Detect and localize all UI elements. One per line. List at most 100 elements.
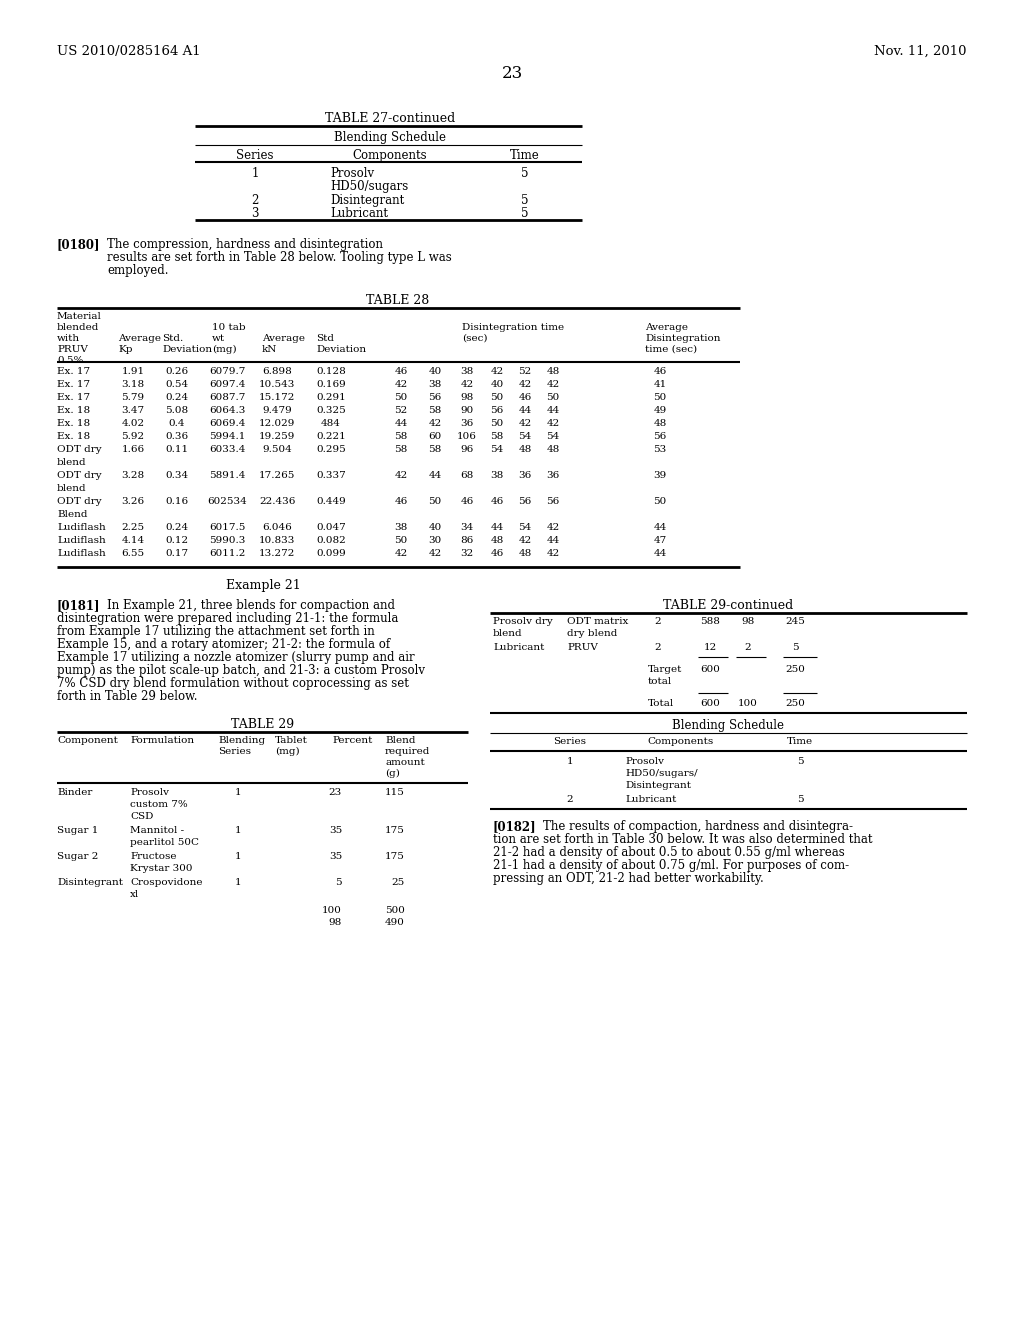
Text: 6087.7: 6087.7 [209,393,245,403]
Text: The results of compaction, hardness and disintegra-: The results of compaction, hardness and … [543,820,853,833]
Text: amount: amount [385,758,425,767]
Text: 60: 60 [428,432,441,441]
Text: 600: 600 [700,665,720,675]
Text: In Example 21, three blends for compaction and: In Example 21, three blends for compacti… [106,599,395,612]
Text: Krystar 300: Krystar 300 [130,865,193,873]
Text: Lubricant: Lubricant [330,207,388,220]
Text: Time: Time [510,149,540,162]
Text: 0.337: 0.337 [316,471,346,480]
Text: 42: 42 [547,549,560,558]
Text: results are set forth in Table 28 below. Tooling type L was: results are set forth in Table 28 below.… [106,251,452,264]
Text: Prosolv: Prosolv [130,788,169,797]
Text: 39: 39 [653,471,667,480]
Text: 484: 484 [322,418,341,428]
Text: 86: 86 [461,536,474,545]
Text: HD50/sugars/: HD50/sugars/ [625,770,697,777]
Text: 40: 40 [490,380,504,389]
Text: 12: 12 [703,643,717,652]
Text: 42: 42 [547,380,560,389]
Text: [0181]: [0181] [57,599,100,612]
Text: 0.5%: 0.5% [57,356,83,366]
Text: employed.: employed. [106,264,169,277]
Text: (sec): (sec) [462,334,487,343]
Text: Ex. 18: Ex. 18 [57,407,90,414]
Text: 42: 42 [461,380,474,389]
Text: 54: 54 [490,445,504,454]
Text: 50: 50 [653,393,667,403]
Text: 58: 58 [490,432,504,441]
Text: Std.: Std. [162,334,183,343]
Text: 44: 44 [653,523,667,532]
Text: 6.55: 6.55 [122,549,144,558]
Text: 50: 50 [490,418,504,428]
Text: 47: 47 [653,536,667,545]
Text: from Example 17 utilizing the attachment set forth in: from Example 17 utilizing the attachment… [57,624,375,638]
Text: 44: 44 [394,418,408,428]
Text: HD50/sugars: HD50/sugars [330,180,409,193]
Text: 0.11: 0.11 [166,445,188,454]
Text: 42: 42 [428,549,441,558]
Text: 2: 2 [744,643,752,652]
Text: ODT dry: ODT dry [57,445,101,454]
Text: 5: 5 [797,756,803,766]
Text: 40: 40 [428,523,441,532]
Text: 46: 46 [490,549,504,558]
Text: 2: 2 [251,194,259,207]
Text: 58: 58 [394,445,408,454]
Text: ODT dry: ODT dry [57,498,101,506]
Text: Components: Components [647,737,713,746]
Text: 42: 42 [394,471,408,480]
Text: Ex. 18: Ex. 18 [57,432,90,441]
Text: 602534: 602534 [207,498,247,506]
Text: Total: Total [648,700,674,708]
Text: blend: blend [493,630,522,638]
Text: 5: 5 [797,795,803,804]
Text: 50: 50 [490,393,504,403]
Text: 0.4: 0.4 [169,418,185,428]
Text: Disintegrant: Disintegrant [330,194,404,207]
Text: 96: 96 [461,445,474,454]
Text: forth in Table 29 below.: forth in Table 29 below. [57,690,198,704]
Text: 6064.3: 6064.3 [209,407,245,414]
Text: 5: 5 [792,643,799,652]
Text: Sugar 1: Sugar 1 [57,826,98,836]
Text: Formulation: Formulation [130,737,195,744]
Text: TABLE 29: TABLE 29 [231,718,295,731]
Text: 3: 3 [251,207,259,220]
Text: 23: 23 [502,65,522,82]
Text: 50: 50 [394,393,408,403]
Text: 38: 38 [394,523,408,532]
Text: 9.479: 9.479 [262,407,292,414]
Text: PRUV: PRUV [567,643,598,652]
Text: 41: 41 [653,380,667,389]
Text: Disintegration: Disintegration [645,334,721,343]
Text: 0.17: 0.17 [166,549,188,558]
Text: Ludiflash: Ludiflash [57,536,105,545]
Text: 250: 250 [785,665,805,675]
Text: 250: 250 [785,700,805,708]
Text: 52: 52 [518,367,531,376]
Text: Binder: Binder [57,788,92,797]
Text: 48: 48 [518,445,531,454]
Text: 6011.2: 6011.2 [209,549,245,558]
Text: 56: 56 [547,498,560,506]
Text: [0180]: [0180] [57,238,100,251]
Text: 0.449: 0.449 [316,498,346,506]
Text: Blending: Blending [218,737,265,744]
Text: 0.54: 0.54 [166,380,188,389]
Text: 38: 38 [461,367,474,376]
Text: Time: Time [786,737,813,746]
Text: 42: 42 [518,380,531,389]
Text: 44: 44 [547,536,560,545]
Text: 46: 46 [518,393,531,403]
Text: 98: 98 [461,393,474,403]
Text: Ex. 18: Ex. 18 [57,418,90,428]
Text: Lubricant: Lubricant [493,643,545,652]
Text: 42: 42 [547,418,560,428]
Text: 0.169: 0.169 [316,380,346,389]
Text: Prosolv: Prosolv [625,756,664,766]
Text: 38: 38 [428,380,441,389]
Text: 7% CSD dry blend formulation without coprocessing as set: 7% CSD dry blend formulation without cop… [57,677,409,690]
Text: Average: Average [645,323,688,333]
Text: 3.26: 3.26 [122,498,144,506]
